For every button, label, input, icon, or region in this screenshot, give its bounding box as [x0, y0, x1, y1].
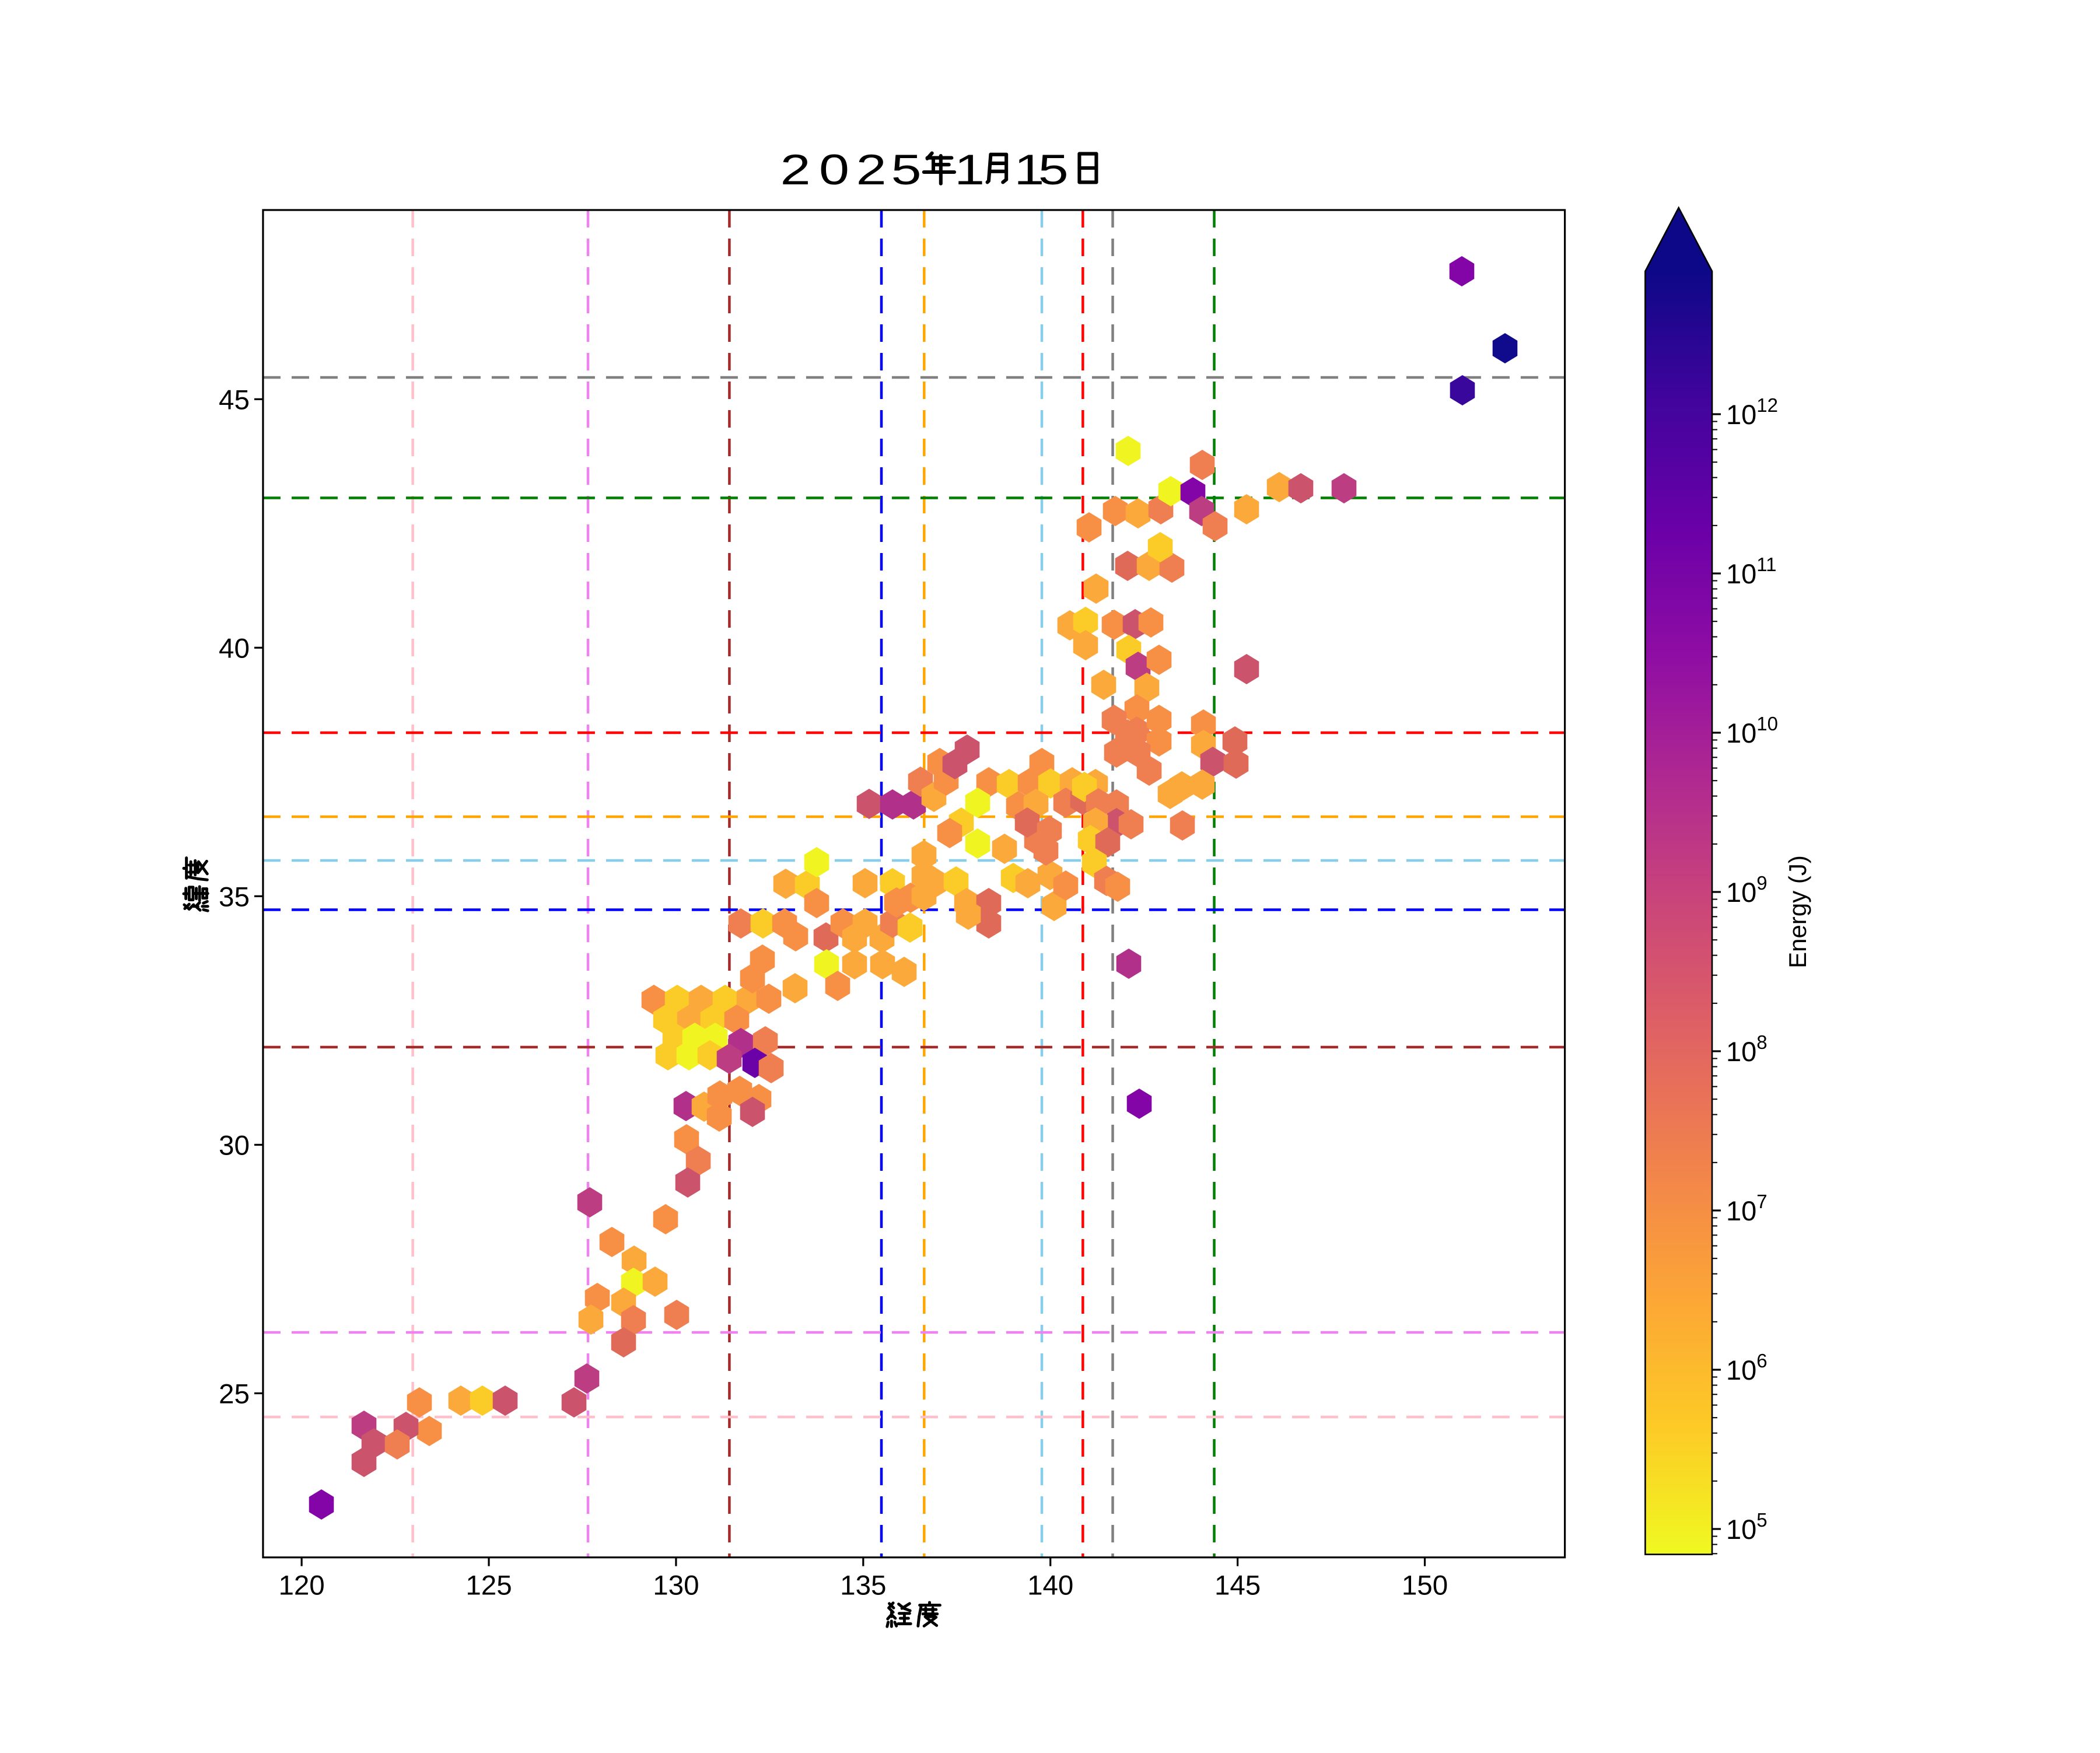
svg-text:106: 106: [1726, 1350, 1768, 1385]
svg-text:0: 0: [819, 146, 849, 194]
svg-text:135: 135: [840, 1570, 886, 1601]
svg-text:130: 130: [653, 1570, 699, 1601]
svg-text:30: 30: [219, 1130, 250, 1161]
svg-text:2: 2: [856, 146, 887, 194]
svg-text:105: 105: [1726, 1509, 1768, 1545]
svg-text:25: 25: [219, 1378, 250, 1409]
svg-text:1: 1: [1014, 146, 1044, 194]
svg-text:5: 5: [1038, 146, 1069, 194]
svg-text:5: 5: [891, 146, 922, 194]
svg-text:40: 40: [219, 633, 250, 664]
svg-text:Energy (J): Energy (J): [1784, 855, 1811, 968]
svg-text:2: 2: [780, 146, 811, 194]
svg-text:150: 150: [1402, 1570, 1448, 1601]
svg-text:125: 125: [466, 1570, 512, 1601]
svg-text:1: 1: [954, 146, 985, 194]
svg-text:140: 140: [1027, 1570, 1073, 1601]
svg-text:1011: 1011: [1726, 554, 1777, 589]
svg-text:35: 35: [219, 881, 250, 912]
svg-text:45: 45: [219, 384, 250, 415]
svg-text:120: 120: [278, 1570, 324, 1601]
svg-text:145: 145: [1214, 1570, 1261, 1601]
svg-text:1012: 1012: [1726, 394, 1778, 430]
